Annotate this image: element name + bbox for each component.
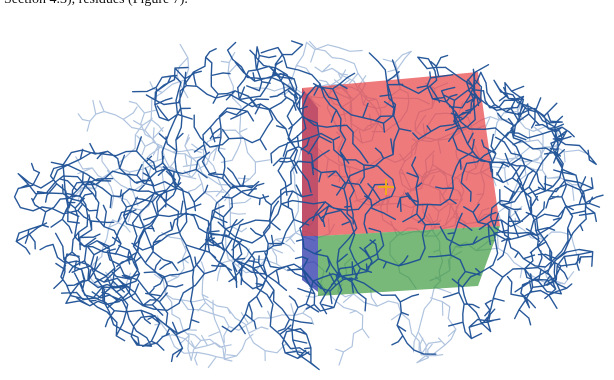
caption-fragment: Section 4.3), residues (Figure 7). (4, 0, 188, 9)
binding-box-lower-face (318, 226, 500, 296)
protein-bonds (13, 40, 604, 371)
center-cross-icon (378, 179, 394, 195)
protein-wireframe (13, 40, 604, 371)
